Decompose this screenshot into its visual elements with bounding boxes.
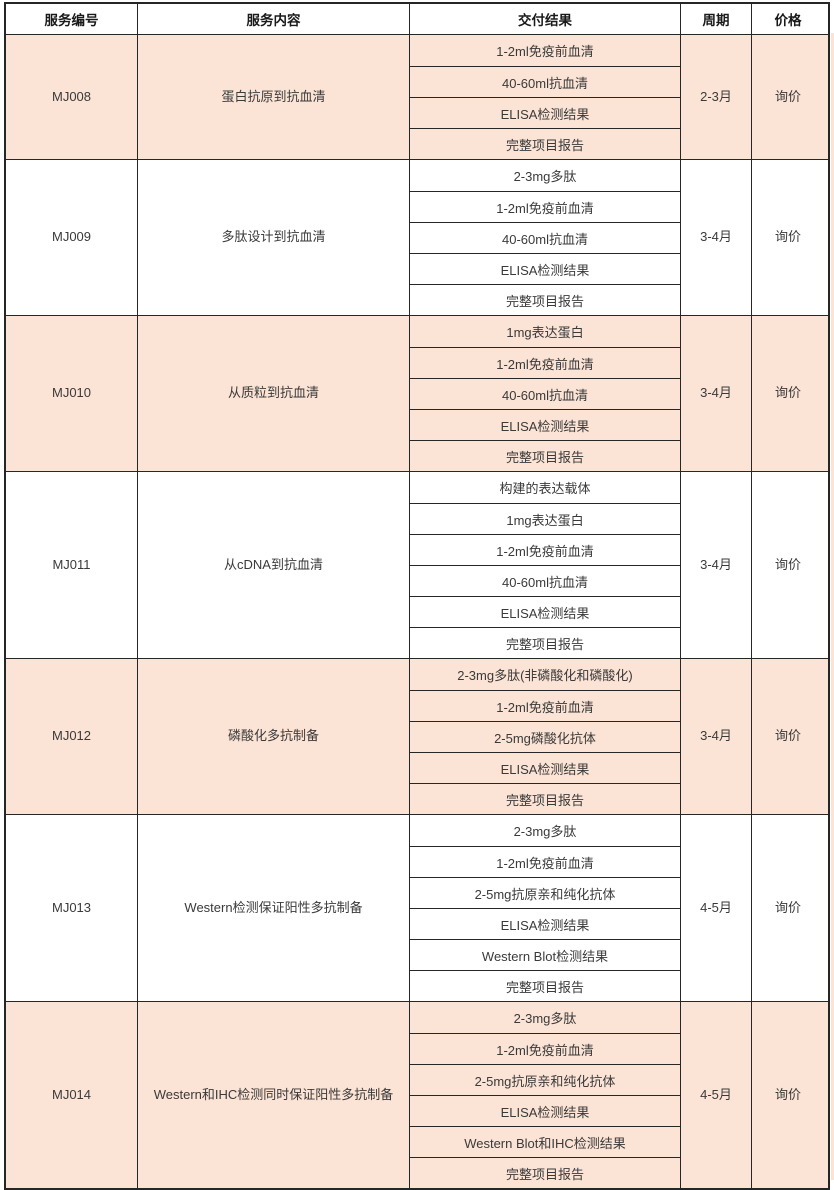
- deliverable-cell: 1-2ml免疫前血清: [410, 1033, 680, 1064]
- cycle-cell: 4-5月: [681, 815, 752, 1001]
- service-content-cell: 多肽设计到抗血清: [138, 160, 410, 315]
- service-code-cell: MJ011: [6, 472, 138, 658]
- price-cell: 询价: [774, 728, 801, 744]
- table-row: MJ011 从cDNA到抗血清 构建的表达载体 1mg表达蛋白 1-2ml免疫前血清…: [6, 471, 828, 658]
- deliverable-cell: 2-3mg多肽: [513, 824, 577, 839]
- service-content-cell: Western检测保证阳性多抗制备: [138, 815, 410, 1001]
- service-code-cell: MJ012: [6, 659, 138, 814]
- service-content-cell: Western和IHC检测同时保证阳性多抗制备: [138, 1002, 410, 1188]
- deliverable-cell: 40-60ml抗血清: [410, 378, 680, 409]
- deliverable-cell: 2-5mg抗原亲和纯化抗体: [410, 1064, 680, 1095]
- deliverable-cell: 1mg表达蛋白: [410, 503, 680, 534]
- deliverable-cell: 完整项目报告: [410, 284, 680, 315]
- cycle-cell: 3-4月: [681, 659, 752, 814]
- deliverables-column: 2-3mg多肽 1-2ml免疫前血清 2-5mg抗原亲和纯化抗体 ELISA检测结果 W…: [410, 1002, 681, 1188]
- deliverable-cell: Western Blot检测结果: [410, 939, 680, 970]
- deliverable-cell: 完整项目报告: [410, 128, 680, 159]
- deliverable-cell: ELISA检测结果: [410, 253, 680, 284]
- deliverable-cell: 1-2ml免疫前血清: [410, 534, 680, 565]
- deliverables-column: 1mg表达蛋白 1-2ml免疫前血清 40-60ml抗血清 ELISA检测结果 完整项目…: [410, 316, 681, 471]
- cycle-cell: 3-4月: [681, 160, 752, 315]
- service-code-cell: MJ010: [6, 316, 138, 471]
- price-cell: 询价: [774, 1086, 801, 1102]
- deliverable-cell: 1-2ml免疫前血清: [496, 44, 594, 59]
- deliverable-cell: ELISA检测结果: [410, 752, 680, 783]
- deliverable-cell: 完整项目报告: [410, 440, 680, 471]
- deliverable-cell: ELISA检测结果: [410, 1095, 680, 1126]
- deliverables-column: 2-3mg多肽(非磷酸化和磷酸化) 1-2ml免疫前血清 2-5mg磷酸化抗体 ELI…: [410, 659, 681, 814]
- header-cell-cycle: 周期: [681, 4, 752, 34]
- table-header-row: 服务编号 服务内容 交付结果 周期 价格: [6, 4, 828, 35]
- service-content-cell: 磷酸化多抗制备: [138, 659, 410, 814]
- deliverable-cell: 2-5mg磷酸化抗体: [410, 721, 680, 752]
- deliverable-cell: 完整项目报告: [410, 970, 680, 1001]
- table-row: MJ014 Western和IHC检测同时保证阳性多抗制备 2-3mg多肽 1-2…: [6, 1001, 828, 1188]
- service-code-cell: MJ013: [6, 815, 138, 1001]
- services-table: 服务编号 服务内容 交付结果 周期 价格 MJ008 蛋白抗原到抗血清 1-2m…: [4, 2, 830, 1190]
- deliverables-column: 构建的表达载体 1mg表达蛋白 1-2ml免疫前血清 40-60ml抗血清 ELISA检…: [410, 472, 681, 658]
- deliverables-column: 2-3mg多肽 1-2ml免疫前血清 2-5mg抗原亲和纯化抗体 ELISA检测结果 W…: [410, 815, 681, 1001]
- price-cell: 询价: [774, 556, 801, 572]
- table-row: MJ010 从质粒到抗血清 1mg表达蛋白 1-2ml免疫前血清 40-60ml抗血…: [6, 315, 828, 471]
- price-cell: 询价: [774, 229, 801, 245]
- table-row: MJ008 蛋白抗原到抗血清 1-2ml免疫前血清 40-60ml抗血清 ELISA…: [6, 35, 828, 159]
- cycle-cell: 2-3月: [681, 35, 752, 159]
- header-cell-service-content: 服务内容: [138, 4, 410, 34]
- header-cell-price: 价格: [774, 13, 802, 28]
- cycle-cell: 3-4月: [681, 316, 752, 471]
- service-code-cell: MJ009: [6, 160, 138, 315]
- deliverable-cell: 2-5mg抗原亲和纯化抗体: [410, 877, 680, 908]
- table-body: MJ008 蛋白抗原到抗血清 1-2ml免疫前血清 40-60ml抗血清 ELISA…: [6, 35, 828, 1188]
- deliverable-cell: ELISA检测结果: [410, 908, 680, 939]
- deliverable-cell: 完整项目报告: [410, 627, 680, 658]
- price-cell: 询价: [774, 385, 801, 401]
- deliverable-cell: 2-3mg多肽: [513, 1011, 577, 1026]
- deliverables-column: 1-2ml免疫前血清 40-60ml抗血清 ELISA检测结果 完整项目报告: [410, 35, 681, 159]
- deliverable-cell: 1mg表达蛋白: [506, 325, 584, 340]
- table-row: MJ012 磷酸化多抗制备 2-3mg多肽(非磷酸化和磷酸化) 1-2ml免疫前血…: [6, 658, 828, 814]
- service-code-cell: MJ014: [6, 1002, 138, 1188]
- deliverable-cell: 1-2ml免疫前血清: [410, 347, 680, 378]
- header-cell-deliverables: 交付结果: [410, 4, 681, 34]
- deliverable-cell: 40-60ml抗血清: [410, 222, 680, 253]
- service-content-cell: 从cDNA到抗血清: [138, 472, 410, 658]
- deliverable-cell: 完整项目报告: [410, 783, 680, 814]
- table-row: MJ013 Western检测保证阳性多抗制备 2-3mg多肽 1-2ml免疫前血…: [6, 814, 828, 1001]
- deliverable-cell: 1-2ml免疫前血清: [410, 846, 680, 877]
- price-cell: 询价: [774, 899, 801, 915]
- table-row: MJ009 多肽设计到抗血清 2-3mg多肽 1-2ml免疫前血清 40-60ml抗…: [6, 159, 828, 315]
- deliverables-column: 2-3mg多肽 1-2ml免疫前血清 40-60ml抗血清 ELISA检测结果 完整项目…: [410, 160, 681, 315]
- deliverable-cell: ELISA检测结果: [410, 596, 680, 627]
- service-content-cell: 蛋白抗原到抗血清: [138, 35, 410, 159]
- service-content-cell: 从质粒到抗血清: [138, 316, 410, 471]
- cycle-cell: 4-5月: [681, 1002, 752, 1188]
- deliverable-cell: Western Blot和IHC检测结果: [410, 1126, 680, 1157]
- deliverable-cell: 40-60ml抗血清: [410, 565, 680, 596]
- deliverable-cell: 1-2ml免疫前血清: [410, 191, 680, 222]
- deliverable-cell: ELISA检测结果: [410, 97, 680, 128]
- deliverable-cell: 2-3mg多肽(非磷酸化和磷酸化): [457, 668, 633, 683]
- deliverable-cell: 40-60ml抗血清: [410, 66, 680, 97]
- cycle-cell: 3-4月: [681, 472, 752, 658]
- deliverable-cell: 完整项目报告: [410, 1157, 680, 1188]
- header-cell-service-code: 服务编号: [6, 4, 138, 34]
- price-cell: 询价: [774, 88, 801, 104]
- deliverable-cell: 构建的表达载体: [499, 481, 591, 496]
- deliverable-cell: ELISA检测结果: [410, 409, 680, 440]
- deliverable-cell: 2-3mg多肽: [513, 169, 577, 184]
- service-code-cell: MJ008: [6, 35, 138, 159]
- deliverable-cell: 1-2ml免疫前血清: [410, 690, 680, 721]
- cropped-adjacent-column-sliver: [831, 33, 834, 1180]
